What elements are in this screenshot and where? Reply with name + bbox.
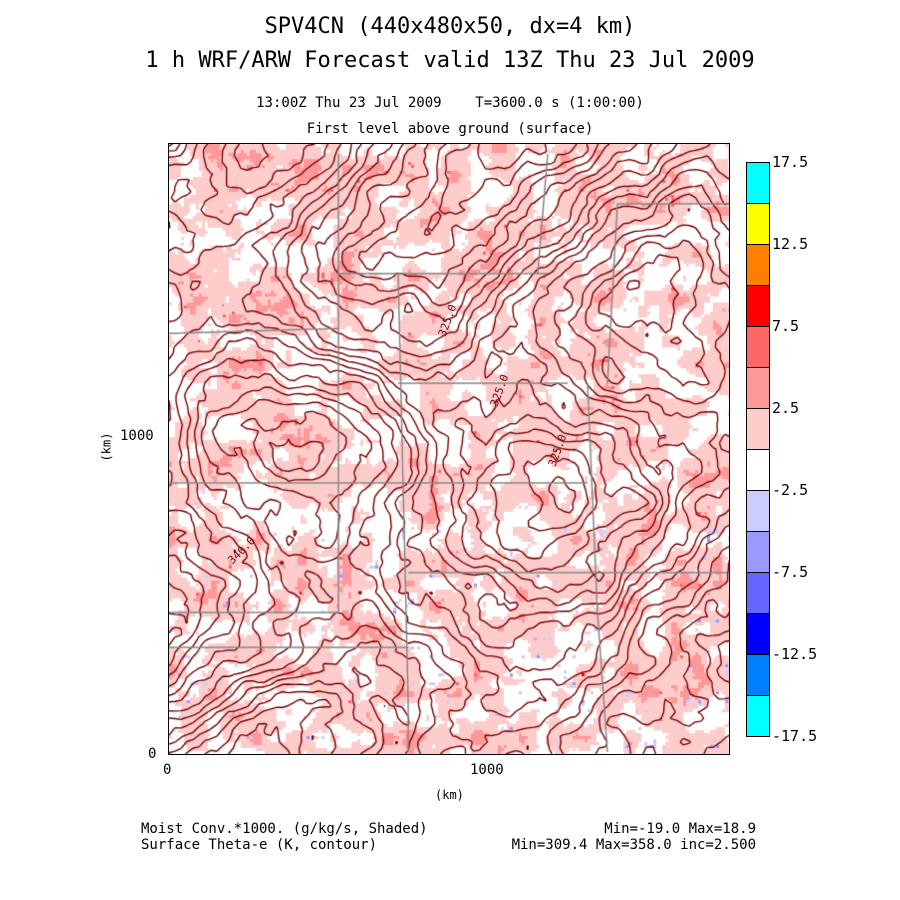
plot-title: SPV4CN (440x480x50, dx=4 km) bbox=[264, 14, 636, 39]
colorbar-label: -2.5 bbox=[772, 481, 809, 499]
colorbar-label: 7.5 bbox=[772, 317, 800, 335]
colorbar-label: 2.5 bbox=[772, 399, 800, 417]
colorbar-bin bbox=[747, 573, 769, 614]
x-tick-0: 0 bbox=[163, 762, 172, 778]
colorbar-bin bbox=[747, 286, 769, 327]
shaded-field-label: Moist Conv.*1000. (g/kg/s, Shaded) bbox=[141, 821, 428, 837]
y-tick-0: 0 bbox=[148, 746, 157, 762]
colorbar-bin bbox=[747, 409, 769, 450]
x-tick-1000: 1000 bbox=[470, 762, 504, 778]
valid-time-line: 13:00Z Thu 23 Jul 2009 T=3600.0 s (1:00:… bbox=[256, 95, 644, 111]
colorbar-bin bbox=[747, 614, 769, 655]
colorbar-label: 17.5 bbox=[772, 153, 809, 171]
colorbar-label: -12.5 bbox=[772, 645, 818, 663]
colorbar-label: 12.5 bbox=[772, 235, 809, 253]
colorbar-bin bbox=[747, 327, 769, 368]
colorbar-bin bbox=[747, 491, 769, 532]
colorbar-bin bbox=[747, 245, 769, 286]
colorbar bbox=[746, 162, 770, 737]
contour-field-label: Surface Theta-e (K, contour) bbox=[141, 837, 378, 853]
colorbar-bin bbox=[747, 655, 769, 696]
colorbar-bin bbox=[747, 368, 769, 409]
colorbar-label: -7.5 bbox=[772, 563, 809, 581]
colorbar-bin bbox=[747, 204, 769, 245]
colorbar-bin bbox=[747, 696, 769, 736]
map-plot-area: 325.0 325.0 325.0 340.0 bbox=[168, 143, 730, 755]
level-line: First level above ground (surface) bbox=[306, 121, 594, 137]
colorbar-bin bbox=[747, 532, 769, 573]
colorbar-bin bbox=[747, 163, 769, 204]
colorbar-label: -17.5 bbox=[772, 727, 818, 745]
x-axis-label: (km) bbox=[435, 788, 464, 802]
colorbar-bin bbox=[747, 450, 769, 491]
moist-convergence-theta-e-map bbox=[169, 144, 729, 754]
forecast-subtitle: 1 h WRF/ARW Forecast valid 13Z Thu 23 Ju… bbox=[145, 48, 755, 73]
y-axis-label: (km) bbox=[99, 432, 114, 462]
y-tick-1000: 1000 bbox=[120, 428, 154, 444]
contour-field-stats: Min=309.4 Max=358.0 inc=2.500 bbox=[511, 837, 756, 853]
shaded-field-stats: Min=-19.0 Max=18.9 bbox=[604, 821, 756, 837]
